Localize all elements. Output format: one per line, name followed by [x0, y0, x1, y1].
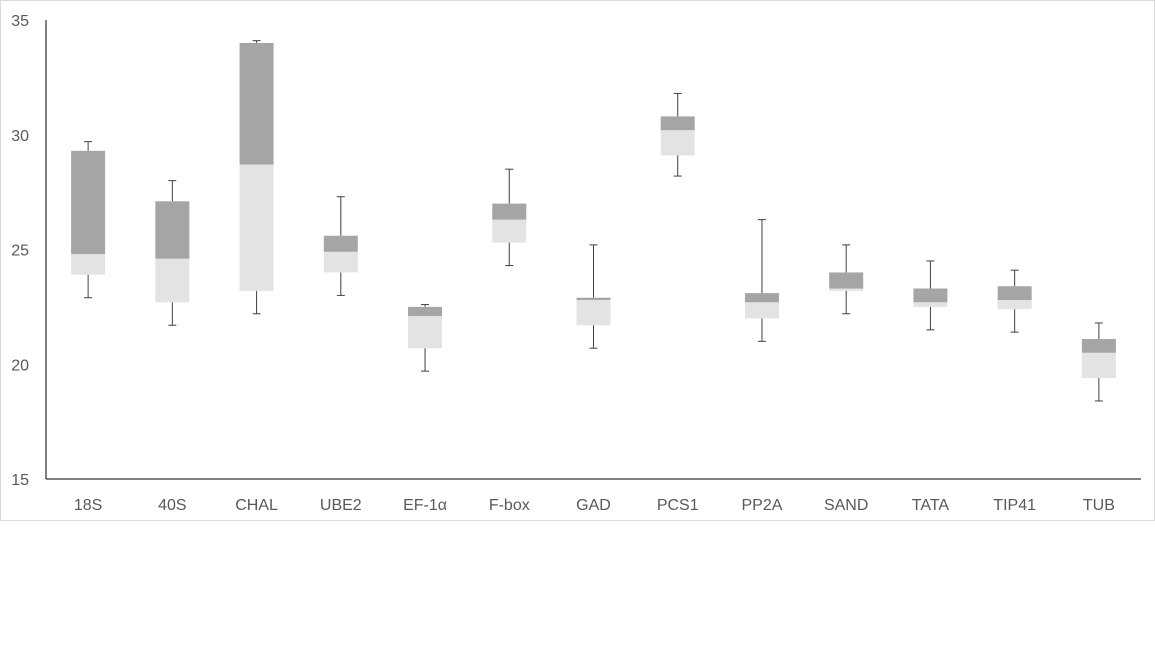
lower-box	[744, 302, 779, 319]
lower-box	[71, 254, 106, 275]
lower-box	[913, 302, 948, 307]
lower-box	[492, 219, 527, 243]
box-PP2A	[744, 219, 779, 342]
x-axis-labels: 18S 40S CHAL UBE2 EF-1α F-box GAD PCS1 PP2A SAND T…	[74, 497, 1115, 514]
box-GAD	[576, 244, 611, 349]
upper-box	[576, 297, 611, 300]
box-18S	[71, 141, 106, 299]
upper-box	[660, 116, 695, 131]
chart-area: 15 20 25 30 35 18S 40S CHAL UBE2 EF-1α F-box GAD PC…	[0, 0, 1155, 521]
x-category-label: 18S	[74, 497, 102, 514]
upper-box	[408, 306, 443, 317]
box-UBE2	[323, 196, 358, 296]
box-F-box	[492, 168, 527, 267]
x-category-label: UBE2	[320, 497, 362, 514]
box-CHAL	[239, 40, 274, 315]
x-category-label: TUB	[1083, 497, 1115, 514]
upper-box	[744, 293, 779, 303]
lower-box	[660, 130, 695, 156]
box-PCS1	[660, 92, 695, 177]
x-category-label: 40S	[158, 497, 186, 514]
lower-box	[155, 258, 190, 303]
lower-box	[239, 164, 274, 291]
lower-box	[997, 299, 1032, 310]
x-category-label: EF-1α	[403, 497, 447, 514]
box-TATA	[913, 260, 948, 331]
upper-box	[997, 286, 1032, 300]
box-TIP41	[997, 269, 1032, 333]
upper-box	[239, 42, 274, 165]
upper-box	[829, 272, 864, 289]
upper-box	[71, 150, 106, 255]
upper-box	[1081, 339, 1116, 353]
y-tick-label: 15	[11, 472, 29, 489]
x-category-label: TATA	[912, 497, 950, 514]
lower-box	[323, 251, 358, 273]
x-category-label: PP2A	[742, 497, 783, 514]
upper-box	[913, 288, 948, 303]
x-category-label: SAND	[824, 497, 868, 514]
y-tick-label: 35	[11, 13, 29, 30]
x-category-label: GAD	[576, 497, 611, 514]
lower-box	[408, 316, 443, 349]
box-TUB	[1081, 322, 1116, 402]
x-category-label: PCS1	[657, 497, 699, 514]
box-SAND	[829, 244, 864, 315]
lower-box	[829, 288, 864, 291]
y-tick-label: 20	[11, 357, 29, 374]
box-EF-1α	[408, 304, 443, 372]
lower-box	[576, 299, 611, 326]
box-plot-chart: 15 20 25 30 35 18S 40S CHAL UBE2 EF-1α F-box GAD PC…	[11, 13, 1141, 514]
upper-box	[155, 201, 190, 259]
boxes-layer	[71, 40, 1116, 402]
x-category-label: F-box	[489, 497, 530, 514]
x-category-label: CHAL	[235, 497, 278, 514]
box-40S	[155, 180, 190, 326]
y-tick-label: 30	[11, 128, 29, 145]
y-tick-label: 25	[11, 243, 29, 260]
x-category-label: TIP41	[993, 497, 1036, 514]
upper-box	[492, 203, 527, 220]
upper-box	[323, 235, 358, 252]
y-axis-ticks: 15 20 25 30 35	[11, 13, 29, 489]
lower-box	[1081, 352, 1116, 379]
